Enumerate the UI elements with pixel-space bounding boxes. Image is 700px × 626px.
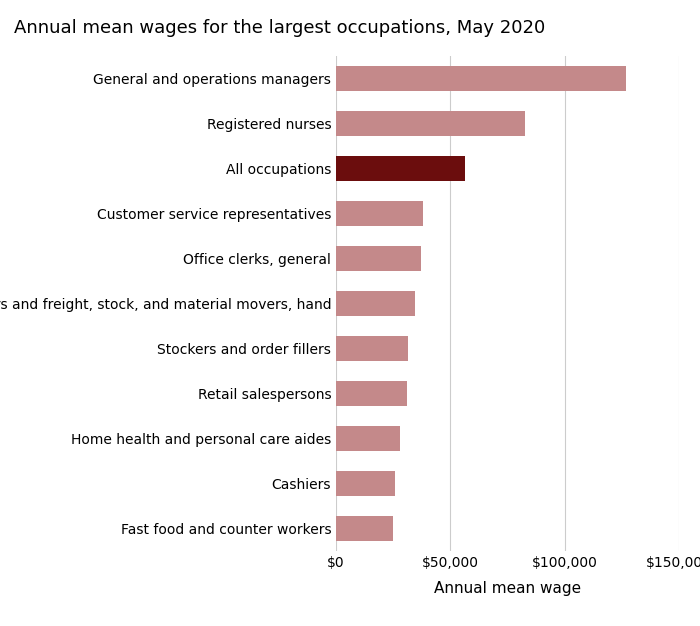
Bar: [336, 381, 407, 406]
Bar: [336, 246, 421, 271]
Bar: [336, 66, 626, 91]
Bar: [336, 291, 415, 316]
Bar: [336, 516, 393, 541]
Bar: [336, 471, 396, 496]
Bar: [336, 202, 424, 226]
Bar: [336, 111, 525, 136]
Bar: [336, 156, 465, 181]
Bar: [336, 426, 400, 451]
Bar: [336, 336, 408, 361]
Text: Annual mean wages for the largest occupations, May 2020: Annual mean wages for the largest occupa…: [14, 19, 545, 37]
X-axis label: Annual mean wage: Annual mean wage: [434, 581, 581, 596]
